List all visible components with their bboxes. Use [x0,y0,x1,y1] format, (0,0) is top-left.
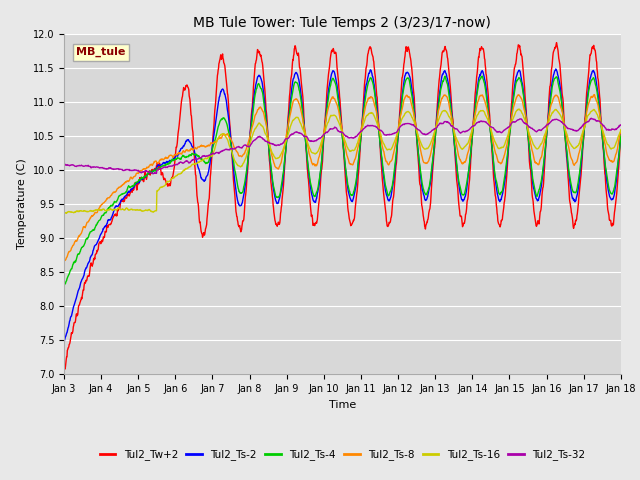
Legend: Tul2_Tw+2, Tul2_Ts-2, Tul2_Ts-4, Tul2_Ts-8, Tul2_Ts-16, Tul2_Ts-32: Tul2_Tw+2, Tul2_Ts-2, Tul2_Ts-4, Tul2_Ts… [95,445,589,465]
X-axis label: Time: Time [329,400,356,409]
Y-axis label: Temperature (C): Temperature (C) [17,158,28,250]
Text: MB_tule: MB_tule [76,47,125,58]
Title: MB Tule Tower: Tule Temps 2 (3/23/17-now): MB Tule Tower: Tule Temps 2 (3/23/17-now… [193,16,492,30]
